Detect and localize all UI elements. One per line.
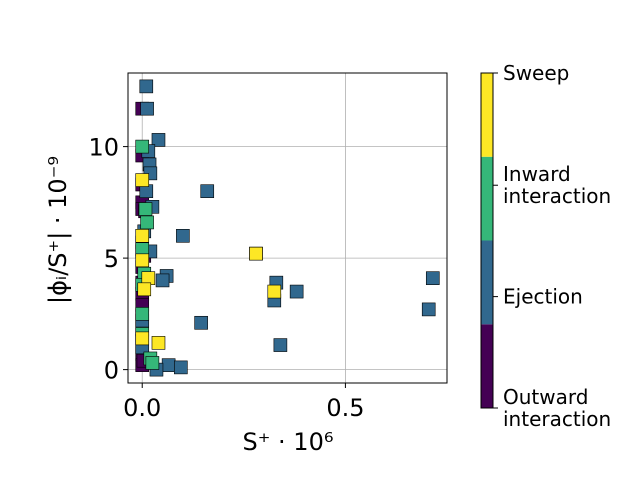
colorbar-frame <box>480 72 494 409</box>
colorbar-label: Ejection <box>503 285 583 309</box>
data-point-ejection <box>174 360 188 375</box>
data-point-inward-interaction <box>145 356 160 370</box>
x-tick-label: 0.0 <box>123 394 161 422</box>
data-point-ejection <box>140 101 154 116</box>
data-point-ejection <box>421 302 436 317</box>
y-tick-label: 0 <box>104 357 119 385</box>
data-point-ejection <box>425 271 440 285</box>
colorbar-segment <box>481 324 493 408</box>
data-point-ejection <box>155 273 170 288</box>
colorbar-label: interaction <box>503 407 611 431</box>
data-point-sweep <box>137 282 152 297</box>
y-tick-label: 5 <box>104 245 119 273</box>
data-point-ejection <box>200 184 215 199</box>
colorbar-segment <box>481 156 493 241</box>
colorbar-segment <box>481 73 493 157</box>
data-point-ejection <box>289 284 304 299</box>
data-point-inward-interaction <box>135 307 150 321</box>
data-point-sweep <box>249 246 263 261</box>
data-point-inward-interaction <box>138 202 153 216</box>
colorbar: OutwardinteractionEjectionInwardinteract… <box>480 61 611 431</box>
data-point-ejection <box>139 79 154 94</box>
plot-area: 0.0 0.5 0 5 10 <box>88 72 448 422</box>
colorbar-label: Outward <box>503 385 588 409</box>
data-point-sweep <box>135 331 150 346</box>
colorbar-label: interaction <box>503 184 611 208</box>
colorbar-label: Sweep <box>503 61 569 85</box>
colorbar-label: Inward <box>503 162 571 186</box>
y-tick-label: 10 <box>88 134 119 162</box>
data-point-sweep <box>135 173 150 187</box>
data-point-ejection <box>161 358 176 372</box>
data-point-ejection <box>273 338 288 352</box>
data-point-inward-interaction <box>140 215 154 230</box>
data-point-ejection <box>151 133 166 147</box>
x-tick-label: 0.5 <box>326 394 364 422</box>
data-point-ejection <box>194 315 208 330</box>
data-point-inward-interaction <box>135 139 150 154</box>
data-point-sweep <box>135 253 150 268</box>
data-point-sweep <box>267 284 282 299</box>
axes-frame <box>127 72 448 384</box>
colorbar-segment <box>481 240 493 325</box>
data-point-ejection <box>176 229 190 243</box>
x-axis-label: S⁺ · 10⁶ <box>243 428 334 456</box>
y-axis-label: |ϕᵢ/S⁺| · 10⁻⁹ <box>44 156 72 304</box>
data-point-sweep <box>151 336 166 350</box>
data-point-sweep <box>135 229 150 243</box>
